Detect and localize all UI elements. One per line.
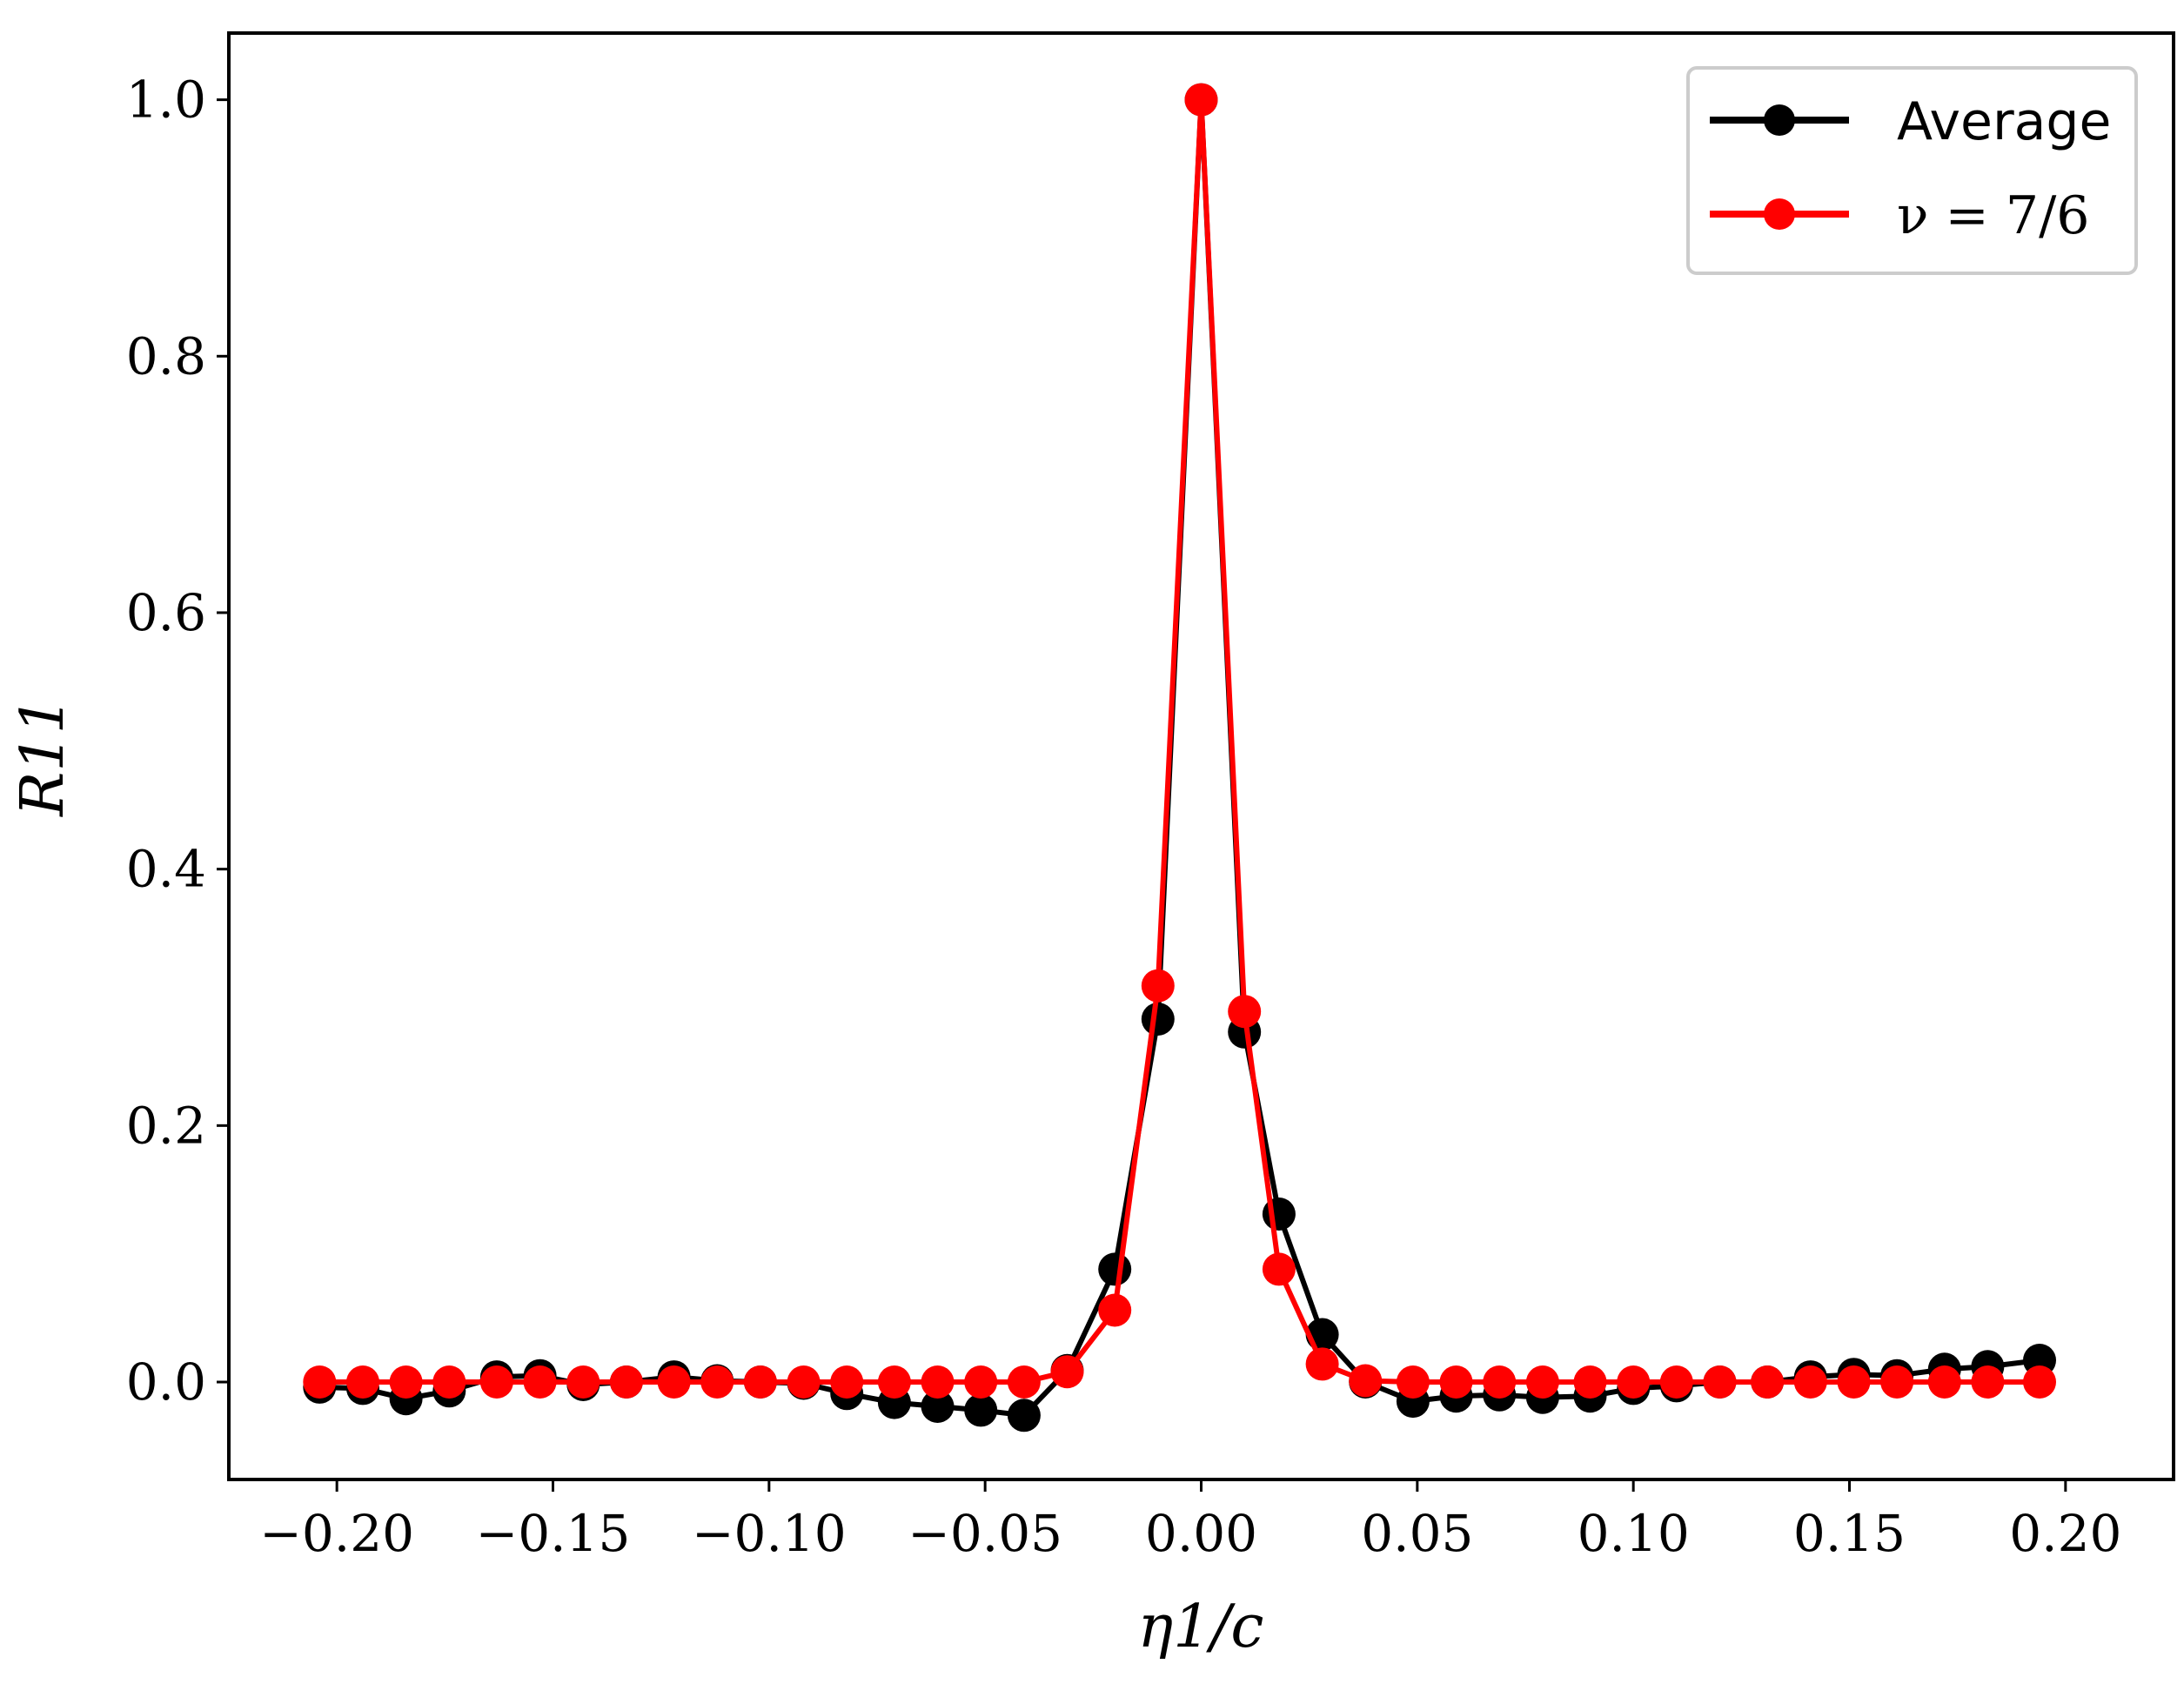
data-point [1007, 1399, 1041, 1432]
data-point [787, 1365, 821, 1399]
x-tick-label: 0.05 [1361, 1504, 1473, 1563]
x-tick-label: −0.10 [692, 1504, 847, 1563]
x-tick-label: −0.15 [476, 1504, 631, 1563]
data-point [1659, 1365, 1693, 1399]
legend-swatch-marker-nu [1764, 198, 1795, 230]
x-axis-label: η1/c [1138, 1593, 1264, 1661]
data-point [346, 1365, 379, 1399]
legend-label-average: Average [1897, 91, 2111, 152]
legend-swatch-marker-average [1764, 104, 1795, 136]
data-point [1837, 1365, 1871, 1399]
data-point [1141, 1003, 1175, 1036]
y-tick-label: 0.4 [126, 840, 206, 899]
data-point [1141, 969, 1175, 1003]
legend-label-nu: ν = 7/6 [1897, 185, 2089, 246]
x-axis: −0.20 −0.15 −0.10 −0.05 0.00 0.05 0.10 0.15 0.20 [259, 1479, 2121, 1563]
data-point [1880, 1365, 1914, 1399]
series-1 [303, 83, 2056, 1399]
data-point [964, 1365, 998, 1399]
series-layer [303, 83, 2056, 1432]
x-tick-label: −0.20 [259, 1504, 414, 1563]
data-point [1050, 1355, 1084, 1389]
y-tick-label: 1.0 [126, 70, 206, 130]
legend: Average ν = 7/6 [1686, 66, 2138, 275]
data-point [1483, 1365, 1517, 1399]
data-point [1703, 1365, 1737, 1399]
data-point [1617, 1365, 1651, 1399]
data-point [432, 1365, 466, 1399]
data-point [921, 1390, 955, 1423]
data-point [877, 1365, 911, 1399]
data-point [1573, 1365, 1607, 1399]
data-point [1228, 995, 1262, 1029]
y-tick-label: 0.0 [126, 1352, 206, 1412]
x-tick-label: 0.10 [1578, 1504, 1690, 1563]
data-point [523, 1365, 557, 1399]
data-point [303, 1365, 337, 1399]
y-axis-label: R11 [9, 696, 77, 818]
data-point [1098, 1252, 1132, 1286]
x-tick-label: 0.00 [1145, 1504, 1257, 1563]
data-point [830, 1365, 864, 1399]
data-point [964, 1393, 998, 1427]
y-tick-label: 0.6 [126, 583, 206, 642]
x-tick-label: −0.05 [908, 1504, 1062, 1563]
data-point [1927, 1365, 1961, 1399]
data-point [1349, 1364, 1383, 1398]
series-line [319, 97, 2040, 1385]
data-point [389, 1365, 423, 1399]
data-point [1793, 1365, 1827, 1399]
data-point [2023, 1365, 2056, 1399]
data-point [1184, 83, 1218, 117]
data-point [743, 1365, 777, 1399]
data-point [921, 1365, 955, 1399]
y-axis: 0.0 0.2 0.4 0.6 0.8 1.0 [126, 70, 229, 1412]
data-point [1525, 1365, 1559, 1399]
data-point [609, 1365, 643, 1399]
data-point [479, 1365, 513, 1399]
data-point [566, 1365, 600, 1399]
data-point [657, 1365, 691, 1399]
data-point [1971, 1365, 2005, 1399]
y-tick-label: 0.8 [126, 326, 206, 386]
data-point [1439, 1365, 1473, 1399]
data-point [1751, 1365, 1785, 1399]
x-tick-label: 0.20 [2009, 1504, 2121, 1563]
data-point [1396, 1365, 1430, 1399]
x-tick-label: 0.15 [1793, 1504, 1906, 1563]
data-point [1305, 1347, 1339, 1381]
data-point [700, 1365, 734, 1399]
data-point [1098, 1293, 1132, 1327]
data-point [1007, 1365, 1041, 1399]
y-tick-label: 0.2 [126, 1096, 206, 1155]
data-point [1262, 1252, 1296, 1286]
